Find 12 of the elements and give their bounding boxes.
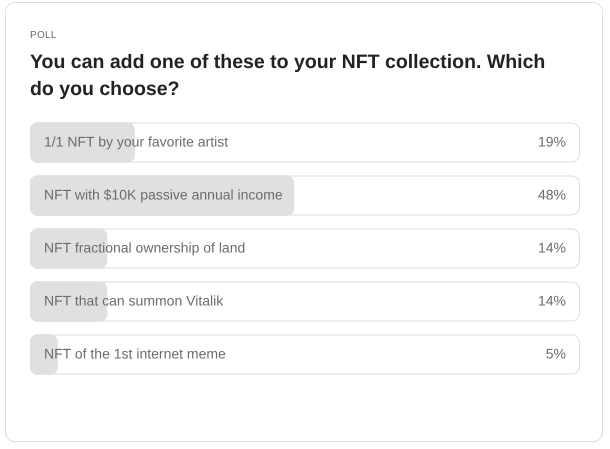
data-label: 19% — [538, 133, 566, 150]
chart-subtitle: POLL — [30, 30, 57, 41]
data-label: 5% — [546, 345, 566, 362]
data-label: 14% — [538, 239, 566, 256]
y-tick-label: 1/1 NFT by your favorite artist — [44, 133, 228, 150]
chart-title: You can add one of these to your NFT collection. Which do you choose? — [30, 50, 546, 102]
y-tick-label: NFT that can summon Vitalik — [44, 292, 224, 308]
y-tick-label: NFT of the 1st internet meme — [44, 345, 226, 362]
data-label: 48% — [538, 186, 566, 202]
y-tick-label: NFT fractional ownership of land — [44, 239, 246, 256]
data-label: 14% — [538, 292, 566, 308]
y-tick-label: NFT with $10K passive annual income — [44, 186, 283, 202]
